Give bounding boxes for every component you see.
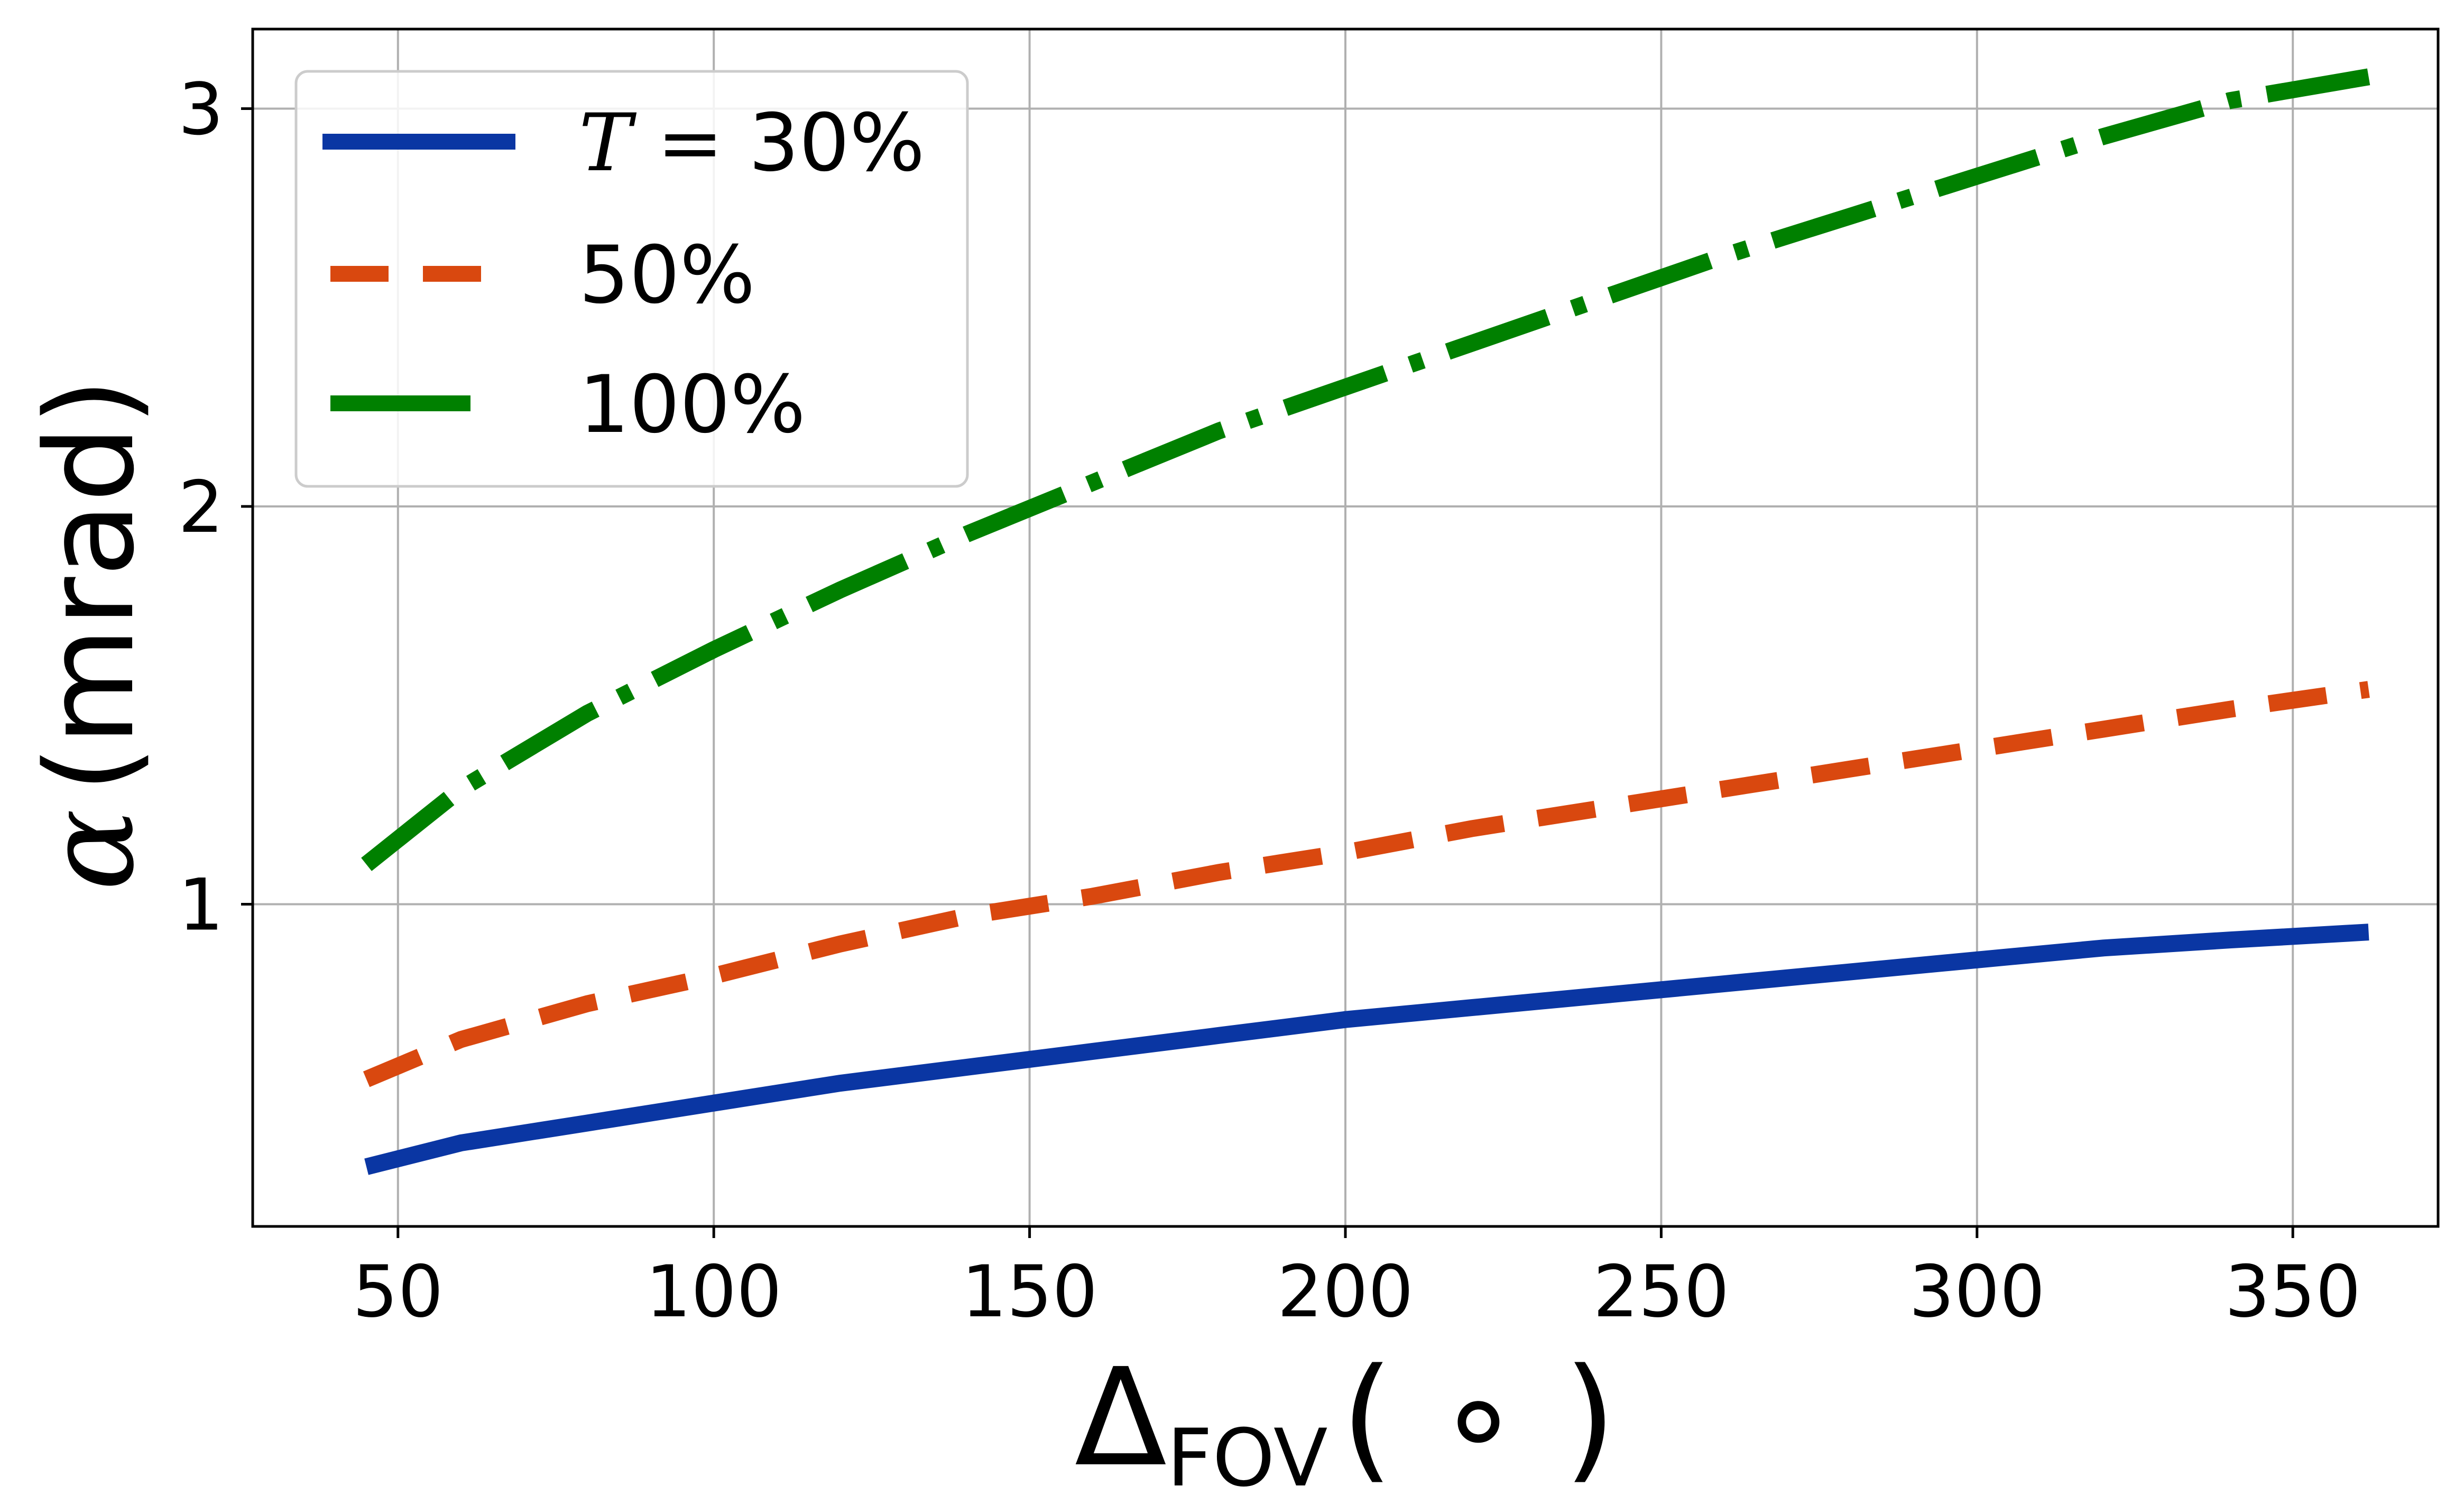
x-tick-label: 200 — [1277, 1250, 1414, 1333]
y-axis-title-unit: (mrad) — [20, 378, 161, 793]
x-tick-label: 350 — [2225, 1250, 2361, 1333]
legend-label-50: 50% — [579, 229, 755, 321]
y-axis-title-symbol: α — [20, 809, 161, 891]
x-tick-label: 100 — [645, 1250, 782, 1333]
series-line-50pct — [363, 681, 2370, 1087]
series-line-100pct — [361, 68, 2370, 871]
x-axis-title-unit: ( ∘ ) — [1341, 1340, 1617, 1497]
y-axis-title: α (mrad) — [20, 378, 161, 891]
legend-label-30: T = 30% — [579, 97, 925, 189]
x-tick-label: 250 — [1593, 1250, 1730, 1333]
grid — [253, 29, 2438, 1226]
ticks: 50 100 150 200 250 300 350 1 2 3 — [178, 68, 2361, 1333]
x-tick-label: 150 — [962, 1250, 1098, 1333]
x-axis-title-sub: FOV — [1167, 1412, 1327, 1504]
x-axis-title: ΔFOV( ∘ ) — [1075, 1340, 1617, 1504]
y-tick-label: 3 — [178, 68, 224, 151]
series-lines — [361, 68, 2370, 1175]
legend-title-prefix: T = — [579, 97, 749, 189]
legend-label-100: 100% — [579, 359, 806, 451]
legend-box — [294, 70, 969, 488]
series-line-30pct — [364, 924, 2369, 1175]
y-tick-label: 1 — [178, 863, 224, 946]
legend: T = 30% 50% 100% — [294, 70, 969, 488]
y-tick-label: 2 — [178, 466, 224, 549]
x-axis-title-main: Δ — [1075, 1340, 1167, 1497]
x-tick-label: 300 — [1909, 1250, 2045, 1333]
x-tick-label: 50 — [353, 1250, 444, 1333]
